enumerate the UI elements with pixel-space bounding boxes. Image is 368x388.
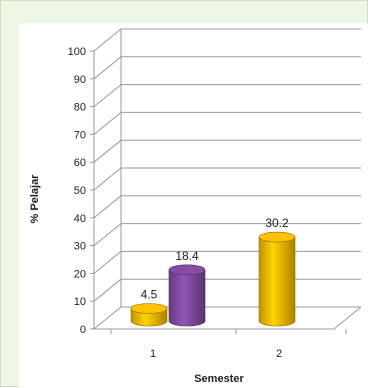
bar-top — [130, 303, 168, 314]
data-label: 18.4 — [175, 249, 199, 263]
gridline-side — [93, 56, 122, 80]
floor-side-edge — [333, 306, 362, 330]
gridline-side — [93, 251, 122, 274]
gridline-side — [93, 306, 122, 330]
y-tick-label: 30 — [74, 241, 86, 253]
y-tick-label: 90 — [74, 74, 86, 86]
x-axis-title: Semester — [194, 373, 244, 385]
bar — [168, 264, 206, 327]
bar-top — [168, 264, 206, 276]
data-label: 4.5 — [141, 287, 158, 301]
bars-layer — [130, 231, 296, 327]
y-axis-title: % Pelajar — [29, 174, 41, 224]
gridline-side — [93, 278, 122, 302]
bar-body — [258, 236, 296, 327]
y-tick-label: 60 — [74, 157, 86, 169]
grid-layer — [90, 28, 362, 334]
data-labels-layer: 4.5 18.4 30.2 — [141, 216, 289, 301]
gridline-side — [93, 84, 122, 107]
y-tick-label: 20 — [74, 268, 86, 280]
gridline-side — [93, 28, 122, 52]
bar — [130, 303, 168, 327]
y-tick-label: 50 — [74, 185, 86, 197]
bar-body — [168, 269, 206, 327]
y-tick-label: 70 — [74, 129, 86, 141]
y-tick-label: 100 — [68, 46, 86, 58]
y-tick-label: 80 — [74, 102, 86, 114]
data-label: 30.2 — [265, 216, 289, 230]
y-tick-labels: 0 10 20 30 40 50 60 70 80 90 100 — [68, 46, 86, 336]
bar-top — [258, 231, 296, 243]
gridline-side — [93, 223, 122, 246]
gridline-side — [93, 139, 122, 163]
gridline-side — [93, 112, 122, 135]
y-tick-label: 10 — [74, 296, 86, 308]
x-category-label: 2 — [276, 348, 282, 360]
gridline-side — [93, 167, 122, 191]
y-tick-label: 0 — [80, 324, 86, 336]
y-tick-label: 40 — [74, 213, 86, 225]
gridline-side — [93, 195, 122, 219]
chart-area — [19, 23, 368, 388]
x-category-label: 1 — [150, 348, 156, 360]
bar — [258, 231, 296, 327]
